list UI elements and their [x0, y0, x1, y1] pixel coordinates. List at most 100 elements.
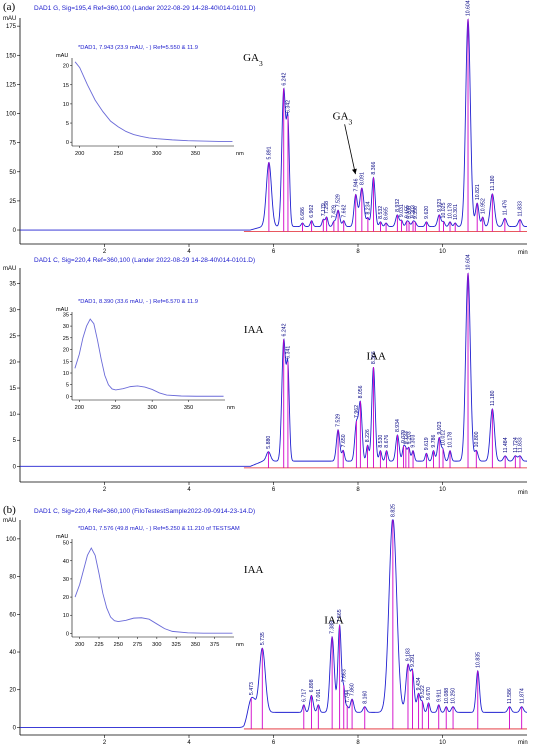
y-tick-label: 10 — [9, 412, 16, 418]
inset-x-tick-label: 300 — [152, 151, 161, 157]
peak-retention-label: 8.234 — [365, 201, 371, 214]
inset-y-tick-label: 5 — [66, 121, 69, 127]
inset-y-tick-label: 0 — [66, 631, 69, 637]
peak-retention-label: 6.341 — [286, 346, 292, 359]
peak-retention-label: 6.342 — [286, 100, 292, 113]
peak-retention-label: 11.180 — [490, 175, 496, 191]
inset-header: *DAD1, 7.576 (49.8 mAU, - ) Ref=5.250 & … — [78, 526, 240, 532]
y-tick-label: 50 — [9, 170, 16, 176]
panel-b-sample: (b) DAD1 C, Sig=220,4 Ref=360,100 (FiloT… — [3, 504, 528, 746]
peak-retention-label: 7.529 — [336, 194, 342, 207]
peak-retention-label: 10.025 — [441, 202, 447, 218]
peak-retention-label: 11.833 — [518, 201, 524, 217]
peak-retention-label: 7.946 — [353, 178, 359, 191]
peak-retention-label: 9.031 — [399, 204, 405, 217]
compound-label: IAA — [324, 615, 344, 627]
x-axis-unit: min — [518, 740, 528, 746]
peak-retention-label: 10.952 — [480, 198, 486, 214]
peak-retention-label: 7.662 — [341, 205, 347, 218]
chromatogram-trace — [20, 272, 527, 467]
uv-spectrum-inset: *DAD1, 8.390 (33.6 mAU, - ) Ref=6.570 & … — [56, 299, 235, 411]
panel-label: (a) — [3, 1, 16, 13]
inset-header: *DAD1, 8.390 (33.6 mAU, - ) Ref=6.570 & … — [78, 299, 198, 305]
y-tick-label: 125 — [6, 82, 17, 88]
peak-retention-label: 9.203 — [406, 431, 412, 444]
peak-retention-label: 5.891 — [266, 146, 272, 159]
inset-y-tick-label: 10 — [63, 102, 69, 108]
arrow-head — [351, 168, 357, 175]
x-tick-label: 2 — [103, 249, 107, 255]
x-tick-label: 2 — [103, 487, 107, 493]
peak-retention-label: 9.133 — [403, 431, 409, 444]
x-tick-label: 4 — [187, 487, 191, 493]
peak-retention-label: 10.178 — [448, 203, 454, 219]
peak-retention-label: 7.429 — [331, 205, 337, 218]
inset-y-tick-label: 5 — [66, 383, 69, 389]
peak-retention-label: 7.258 — [324, 201, 330, 214]
peak-retention-label: 8.934 — [395, 419, 401, 432]
peak-retention-label: 6.686 — [300, 207, 306, 220]
y-tick-label: 20 — [9, 360, 16, 366]
y-tick-label: 175 — [6, 24, 17, 30]
inset-x-tick-label: 225 — [94, 642, 103, 648]
peak-retention-label: 8.226 — [365, 429, 371, 442]
panel-a-gibberellic-acid: (a) DAD1 G, Sig=195,4 Ref=360,100 (Lande… — [3, 0, 528, 256]
inset-x-tick-label: 375 — [210, 642, 219, 648]
uv-spectrum-trace — [74, 547, 233, 634]
x-tick-label: 10 — [439, 740, 446, 746]
peak-retention-label: 7.962 — [354, 405, 360, 418]
x-tick-label: 4 — [187, 740, 191, 746]
y-axis-unit: mAU — [3, 16, 16, 22]
peak-retention-label: 9.620 — [424, 206, 430, 219]
peak-retention-label: 10.088 — [444, 688, 450, 704]
panel-header: DAD1 C, Sig=220,4 Ref=360,100 (FiloTeste… — [34, 508, 255, 515]
inset-y-tick-label: 30 — [63, 577, 69, 583]
inset-y-tick-label: 15 — [63, 83, 69, 89]
peak-retention-label: 10.012 — [441, 430, 447, 446]
arrow-line — [344, 124, 356, 175]
peak-retention-label: 7.860 — [350, 683, 356, 696]
x-tick-label: 10 — [439, 249, 446, 255]
peak-retention-label: 11.586 — [507, 688, 513, 704]
peak-retention-label: 10.821 — [475, 184, 481, 200]
peak-retention-label: 9.923 — [437, 421, 443, 434]
peak-retention-label: 9.356 — [413, 206, 419, 219]
x-tick-label: 4 — [187, 249, 191, 255]
peak-retention-label: 8.825 — [390, 504, 396, 517]
peak-retention-label: 10.835 — [475, 652, 481, 668]
peak-retention-label: 8.676 — [384, 435, 390, 448]
y-axis-unit: mAU — [3, 266, 16, 272]
peak-retention-label: 10.178 — [448, 432, 454, 448]
peak-retention-label: 10.604 — [466, 254, 472, 270]
peak-retention-label: 9.786 — [431, 435, 437, 448]
peak-retention-label: 10.301 — [453, 204, 459, 220]
peak-retention-label: 6.898 — [309, 679, 315, 692]
y-tick-label: 0 — [13, 725, 17, 731]
y-tick-label: 0 — [13, 464, 17, 470]
peak-retention-label: 7.744 — [345, 690, 351, 703]
peak-retention-label: 7.061 — [316, 689, 322, 702]
panel-a-indole-acetic-acid: DAD1 C, Sig=220,4 Ref=360,100 (Lander 20… — [3, 254, 528, 496]
y-tick-label: 5 — [13, 438, 17, 444]
x-tick-label: 6 — [272, 487, 276, 493]
inset-x-tick-label: 250 — [114, 151, 123, 157]
peak-retention-label: 8.932 — [395, 199, 401, 212]
inset-x-tick-label: 350 — [191, 151, 200, 157]
y-tick-label: 40 — [9, 650, 16, 656]
peak-retention-label: 9.923 — [437, 199, 443, 212]
compound-label: IAA — [244, 564, 264, 576]
x-tick-label: 6 — [272, 249, 276, 255]
inset-x-tick-label: 200 — [75, 642, 84, 648]
inset-y-tick-label: 40 — [63, 559, 69, 565]
inset-x-tick-label: 350 — [191, 642, 200, 648]
inset-y-unit: mAU — [56, 307, 68, 313]
peak-retention-label: 9.303 — [411, 205, 417, 218]
peak-retention-label: 5.880 — [266, 436, 272, 449]
peak-retention-label: 5.735 — [260, 632, 266, 645]
y-tick-label: 30 — [9, 308, 16, 314]
x-axis-unit: min — [518, 490, 528, 496]
inset-x-unit: nm — [227, 405, 235, 411]
panel-header: DAD1 C, Sig=220,4 Ref=360,100 (Lander 20… — [34, 257, 255, 264]
inset-x-tick-label: 350 — [184, 405, 193, 411]
peak-retention-label: 9.911 — [436, 689, 442, 702]
